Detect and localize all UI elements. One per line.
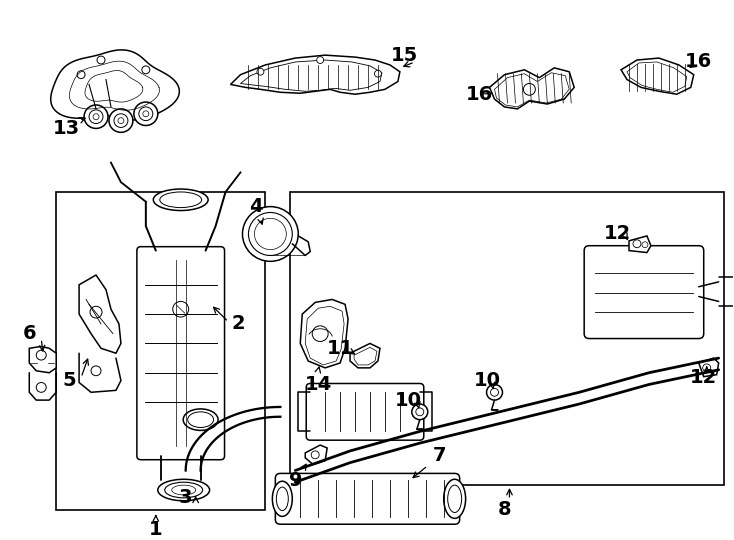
Ellipse shape	[158, 480, 210, 501]
Circle shape	[248, 212, 292, 255]
Circle shape	[139, 107, 153, 120]
Circle shape	[311, 451, 319, 459]
Text: 6: 6	[23, 324, 36, 343]
Circle shape	[374, 70, 382, 77]
Polygon shape	[350, 343, 380, 368]
Text: 4: 4	[249, 197, 262, 216]
Circle shape	[90, 306, 102, 318]
Circle shape	[91, 366, 101, 376]
Text: 13: 13	[53, 119, 80, 138]
Ellipse shape	[444, 480, 465, 518]
FancyBboxPatch shape	[275, 474, 459, 524]
Circle shape	[702, 364, 711, 372]
Ellipse shape	[272, 481, 292, 516]
Polygon shape	[79, 275, 121, 353]
Circle shape	[633, 240, 641, 248]
Text: 15: 15	[391, 46, 418, 65]
Polygon shape	[300, 300, 348, 368]
Polygon shape	[305, 445, 327, 464]
Circle shape	[172, 301, 189, 317]
Circle shape	[77, 71, 85, 79]
Text: 2: 2	[232, 314, 245, 333]
Bar	[57, 192, 266, 510]
Circle shape	[642, 242, 648, 248]
Circle shape	[490, 388, 498, 396]
Circle shape	[257, 69, 264, 75]
Circle shape	[255, 218, 286, 249]
Circle shape	[134, 102, 158, 125]
Polygon shape	[629, 236, 651, 253]
Polygon shape	[699, 358, 719, 377]
Ellipse shape	[164, 482, 203, 498]
Circle shape	[36, 350, 46, 360]
Circle shape	[84, 105, 108, 129]
Circle shape	[97, 56, 105, 64]
Ellipse shape	[172, 485, 196, 495]
Ellipse shape	[160, 192, 202, 207]
Text: 16: 16	[466, 85, 493, 104]
Circle shape	[312, 326, 328, 341]
Text: 5: 5	[62, 371, 76, 390]
Circle shape	[416, 408, 424, 416]
Bar	[290, 192, 724, 485]
Text: 14: 14	[305, 375, 332, 394]
Text: 11: 11	[327, 339, 354, 358]
Ellipse shape	[448, 485, 462, 512]
Text: 10: 10	[474, 371, 501, 390]
Circle shape	[109, 109, 133, 132]
Ellipse shape	[188, 412, 214, 428]
Polygon shape	[230, 55, 400, 94]
Text: 9: 9	[288, 471, 302, 490]
Polygon shape	[490, 68, 574, 109]
Text: 12: 12	[690, 368, 717, 387]
Polygon shape	[621, 58, 694, 94]
Ellipse shape	[276, 487, 288, 510]
Circle shape	[242, 207, 298, 261]
Circle shape	[118, 118, 124, 124]
Text: 16: 16	[685, 52, 713, 71]
Circle shape	[93, 114, 99, 120]
Text: 12: 12	[603, 225, 631, 244]
FancyBboxPatch shape	[306, 383, 424, 440]
Circle shape	[114, 114, 128, 127]
FancyBboxPatch shape	[137, 247, 225, 460]
Text: 10: 10	[394, 390, 421, 410]
Polygon shape	[51, 50, 179, 120]
Circle shape	[142, 66, 150, 73]
Circle shape	[89, 110, 103, 124]
Ellipse shape	[184, 409, 218, 430]
Ellipse shape	[153, 189, 208, 211]
Text: 1: 1	[149, 519, 163, 538]
Circle shape	[143, 111, 149, 117]
Circle shape	[36, 382, 46, 392]
Text: 8: 8	[498, 500, 512, 519]
Text: 3: 3	[179, 488, 192, 508]
FancyBboxPatch shape	[584, 246, 704, 339]
Circle shape	[487, 384, 503, 400]
Polygon shape	[29, 346, 57, 373]
Circle shape	[523, 84, 535, 95]
Circle shape	[316, 57, 324, 63]
Circle shape	[412, 404, 428, 420]
Text: 7: 7	[433, 447, 446, 465]
